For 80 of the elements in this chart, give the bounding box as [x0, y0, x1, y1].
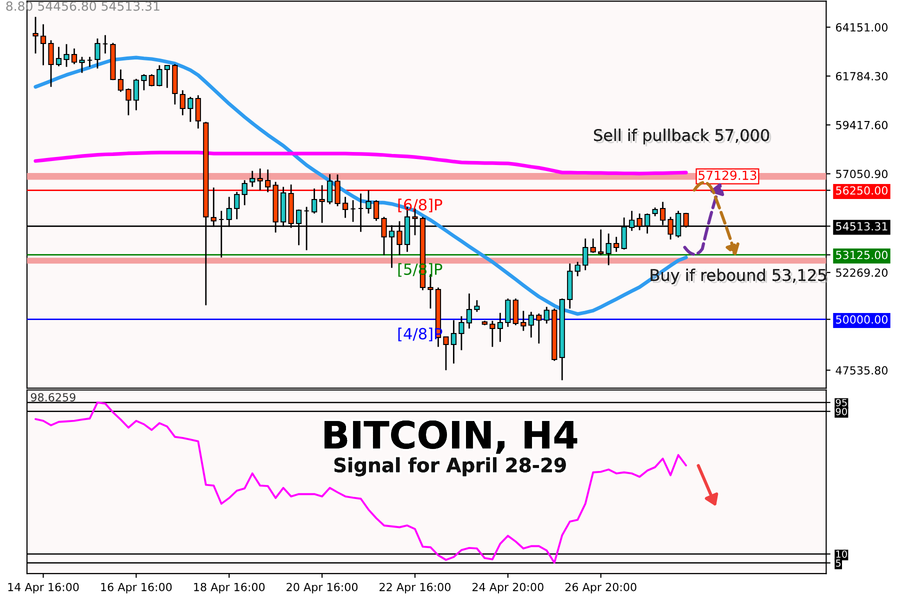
y-tick-label: 59417.60 [836, 120, 888, 130]
x-tick-label: 20 Apr 16:00 [286, 582, 358, 594]
candlestick [312, 188, 318, 214]
candlestick [350, 199, 356, 223]
candlestick [536, 312, 542, 344]
candlestick [373, 199, 380, 222]
band-label: 57129.13 [698, 170, 756, 180]
candlestick [590, 238, 596, 254]
y-tick-label: 50000.00 [836, 315, 888, 324]
line-series [34, 402, 688, 564]
candlestick [126, 88, 132, 116]
y-tick-label: 64151.00 [836, 23, 888, 32]
text: Signal for April 28-29 [334, 457, 566, 476]
candlestick [195, 94, 201, 130]
y-tick-label: 61784.30 [836, 72, 888, 80]
candlestick [466, 292, 472, 330]
annotation: Sell if pullback 57,000 [594, 128, 772, 146]
candlestick [141, 74, 147, 91]
x-tick-label: 26 Apr 20:00 [565, 582, 636, 594]
candlestick [257, 168, 263, 191]
ref-line-label: [6/8]P [398, 198, 442, 212]
x-tick-label: 18 Apr 16:00 [194, 582, 265, 594]
candlestick [40, 24, 46, 66]
y-tick-label: 5 [836, 560, 841, 567]
candlestick [32, 16, 38, 54]
y-tick-label: 53125.00 [836, 250, 888, 260]
candlestick [188, 96, 194, 123]
candlestick [156, 64, 162, 87]
candlestick [56, 46, 62, 67]
candlestick [574, 261, 580, 277]
candlestick [234, 191, 240, 220]
candlestick [118, 68, 124, 93]
candlestick [250, 170, 256, 188]
candlestick [94, 38, 100, 70]
candlestick [164, 64, 170, 89]
candlestick [450, 320, 457, 364]
candlestick [71, 48, 78, 65]
candlestick [79, 56, 85, 74]
candlestick [326, 174, 333, 205]
y-tick-label: 54513.31 [836, 222, 888, 231]
candlestick [520, 310, 526, 332]
y-tick-label: 47535.80 [836, 366, 888, 375]
candlestick [242, 179, 248, 206]
candlestick [366, 190, 372, 214]
candlestick [497, 312, 503, 343]
candlestick [505, 298, 511, 328]
candlestick [598, 228, 604, 256]
candlestick [606, 232, 612, 266]
candlestick [86, 56, 93, 68]
y-tick-label: 90 [836, 408, 847, 416]
candlestick [490, 320, 496, 348]
x-tick-label: 14 Apr 16:00 [8, 582, 79, 594]
candlestick [614, 236, 620, 253]
candlestick [512, 298, 518, 326]
candlestick [458, 315, 464, 351]
candlestick [474, 300, 480, 313]
text: BITCOIN, H4 [324, 420, 578, 454]
y-tick-label: 52269.20 [836, 268, 888, 277]
candlestick [582, 238, 588, 271]
candlestick [180, 90, 186, 116]
y-tick-label: 57050.90 [836, 170, 888, 178]
candlestick [443, 336, 449, 371]
line-series [34, 150, 688, 176]
candlestick [334, 174, 340, 207]
candlestick [319, 184, 325, 224]
candlestick [64, 43, 70, 68]
y-tick-label: 56250.00 [836, 186, 888, 195]
candlestick [265, 168, 271, 193]
candlestick [528, 311, 534, 338]
candlestick [102, 34, 108, 54]
x-tick-label: 16 Apr 16:00 [101, 582, 172, 594]
x-tick-label: 24 Apr 20:00 [472, 582, 544, 594]
y-tick-label: 95 [836, 398, 847, 406]
candlestick [544, 306, 550, 324]
candlestick [48, 40, 54, 88]
candlestick [133, 78, 139, 111]
candlestick [342, 196, 348, 219]
x-tick-label: 22 Apr 16:00 [380, 582, 450, 594]
y-tick-label: 10 [836, 550, 847, 558]
annotation: 98.6259 [30, 393, 76, 402]
